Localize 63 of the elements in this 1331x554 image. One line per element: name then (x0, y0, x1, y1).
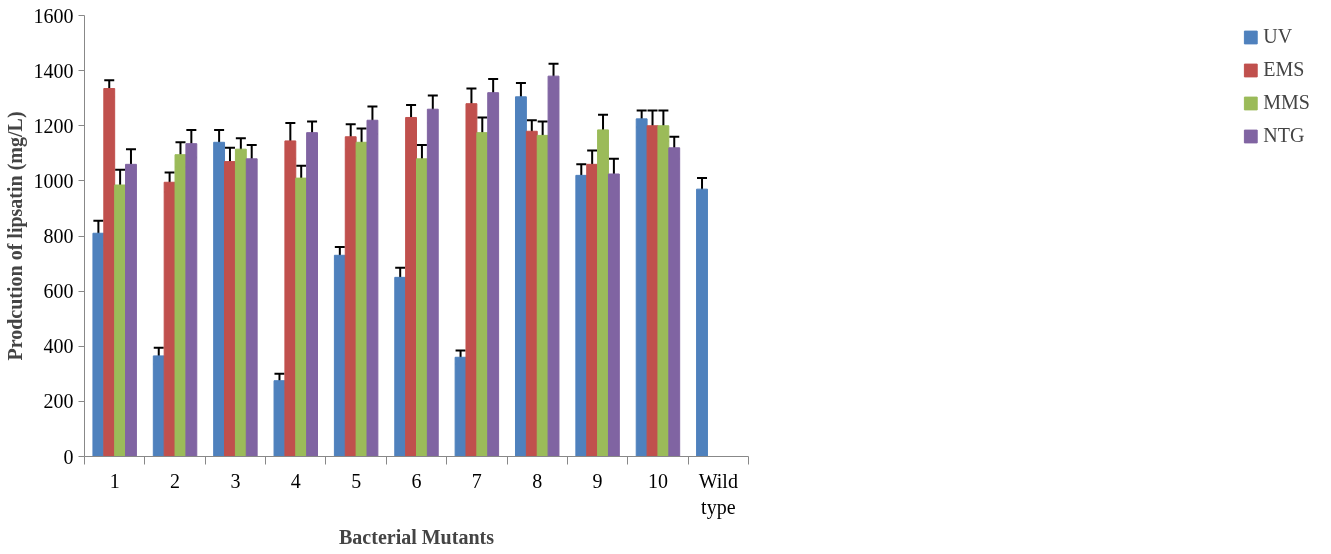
y-tick-label: 800 (43, 225, 74, 247)
bar (696, 188, 708, 457)
legend-label: EMS (1263, 58, 1305, 81)
legend-label: UV (1263, 25, 1293, 48)
bar (174, 154, 187, 457)
bar (284, 140, 297, 457)
bar (333, 254, 346, 457)
x-tick-label: 5 (351, 469, 362, 492)
x-tick-label: 6 (411, 469, 422, 492)
bar (245, 158, 258, 457)
y-tick-label: 200 (43, 390, 74, 413)
bar (597, 129, 609, 457)
bar (515, 96, 527, 457)
bar (607, 173, 620, 457)
bar (355, 141, 368, 457)
bar (657, 125, 670, 457)
bar (405, 116, 417, 457)
bar (426, 108, 439, 457)
x-tick-label: 9 (592, 469, 603, 492)
x-tick-label: 2 (170, 469, 181, 492)
bar (306, 132, 318, 457)
bar (234, 148, 247, 457)
bar (224, 161, 236, 457)
bar (103, 88, 116, 457)
y-tick-label: 600 (43, 280, 74, 303)
bar (646, 125, 659, 457)
bar (476, 132, 489, 457)
bar (487, 92, 500, 457)
bar (465, 103, 478, 457)
bar (152, 355, 165, 457)
bar (295, 177, 308, 457)
y-tick-label: 0 (63, 445, 74, 468)
y-axis-title: Prodcution of lipsatin (mg/L) (3, 111, 27, 361)
bar (668, 147, 681, 457)
bar (416, 158, 428, 457)
bar (547, 75, 560, 457)
bar (366, 119, 379, 457)
y-tick-label: 1000 (33, 169, 74, 192)
bar (213, 141, 226, 457)
x-tick-label: 7 (471, 469, 482, 492)
legend-label: MMS (1263, 91, 1310, 114)
y-tick-label: 1200 (33, 114, 74, 137)
x-tick-label: 1 (109, 469, 120, 492)
bar (273, 380, 286, 457)
bar (114, 184, 127, 457)
x-axis-title: Bacterial Mutants (339, 525, 495, 548)
x-tick-label: 8 (532, 469, 543, 492)
x-tick-label: 4 (290, 469, 301, 492)
bar (454, 356, 467, 457)
bar (394, 276, 407, 457)
y-tick-label: 1400 (33, 59, 74, 82)
x-tick-label: 10 (647, 469, 668, 492)
bar (525, 130, 538, 457)
bar (586, 163, 599, 457)
bar (92, 232, 105, 457)
y-tick-label: 1600 (33, 4, 74, 27)
y-tick-label: 400 (43, 335, 74, 358)
bar (125, 163, 137, 457)
x-tick-label: Wild type (698, 469, 738, 519)
bar (575, 174, 588, 457)
legend-label: NTG (1263, 124, 1305, 147)
bar (185, 143, 198, 457)
x-tick-label: 3 (230, 469, 241, 492)
